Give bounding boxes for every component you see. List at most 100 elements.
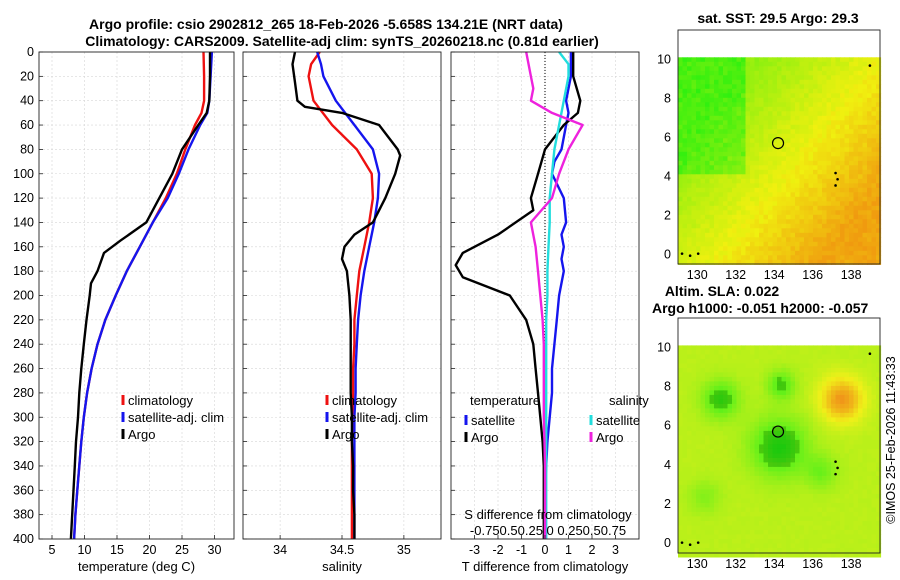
map-cell bbox=[840, 165, 846, 171]
map-cell bbox=[844, 151, 850, 157]
map-cell bbox=[718, 61, 724, 67]
map-cell bbox=[763, 124, 769, 130]
map-cell bbox=[714, 151, 720, 157]
map-cell bbox=[732, 552, 738, 558]
map-cell bbox=[709, 129, 715, 135]
map-cell bbox=[817, 507, 823, 513]
map-cell bbox=[867, 124, 873, 130]
map-cell bbox=[853, 453, 859, 459]
map-cell bbox=[687, 187, 693, 193]
map-cell bbox=[732, 138, 738, 144]
map-cell bbox=[853, 255, 859, 261]
map-cell bbox=[804, 408, 810, 414]
map-cell bbox=[691, 169, 697, 175]
map-cell bbox=[867, 250, 873, 256]
map-cell bbox=[867, 543, 873, 549]
map-cell bbox=[709, 502, 715, 508]
map-cell bbox=[795, 57, 801, 63]
map-cell bbox=[840, 444, 846, 450]
map-cell bbox=[844, 61, 850, 67]
map-cell bbox=[795, 246, 801, 252]
map-cell bbox=[705, 241, 711, 247]
map-cell bbox=[768, 538, 774, 544]
map-cell bbox=[790, 205, 796, 211]
map-cell bbox=[700, 475, 706, 481]
map-cell bbox=[763, 345, 769, 351]
map-cell bbox=[691, 516, 697, 522]
map-cell bbox=[853, 75, 859, 81]
map-cell bbox=[858, 448, 864, 454]
map-cell bbox=[876, 547, 882, 553]
map-cell bbox=[813, 412, 819, 418]
map-cell bbox=[871, 129, 877, 135]
map-cell bbox=[768, 426, 774, 432]
map-cell bbox=[691, 75, 697, 81]
map-cell bbox=[718, 507, 724, 513]
map-cell bbox=[736, 151, 742, 157]
map-cell bbox=[705, 516, 711, 522]
map-cell bbox=[826, 484, 832, 490]
map-cell bbox=[777, 516, 783, 522]
map-cell bbox=[696, 210, 702, 216]
map-cell bbox=[790, 358, 796, 364]
map-cell bbox=[772, 151, 778, 157]
map-cell bbox=[876, 426, 882, 432]
map-cell bbox=[736, 417, 742, 423]
map-cell bbox=[678, 201, 684, 207]
map-cell bbox=[727, 102, 733, 108]
map-cell bbox=[826, 462, 832, 468]
map-cell bbox=[700, 484, 706, 490]
map-cell bbox=[687, 525, 693, 531]
map-cell bbox=[691, 160, 697, 166]
map-cell bbox=[700, 57, 706, 63]
map-cell bbox=[844, 358, 850, 364]
map-cell bbox=[840, 97, 846, 103]
map-cell bbox=[691, 480, 697, 486]
map-cell bbox=[876, 79, 882, 85]
map-cell bbox=[799, 66, 805, 72]
map-cell bbox=[876, 493, 882, 499]
map-cell bbox=[682, 448, 688, 454]
map-cell bbox=[691, 178, 697, 184]
map-cell bbox=[763, 210, 769, 216]
map-cell bbox=[871, 192, 877, 198]
map-cell bbox=[682, 187, 688, 193]
map-cell bbox=[687, 520, 693, 526]
map-cell bbox=[840, 502, 846, 508]
map-cell bbox=[871, 232, 877, 238]
map-cell bbox=[741, 466, 747, 472]
map-cell bbox=[858, 507, 864, 513]
x-tick-label: 30 bbox=[208, 543, 222, 557]
map-cell bbox=[691, 345, 697, 351]
map-cell bbox=[700, 201, 706, 207]
map-cell bbox=[709, 349, 715, 355]
map-cell bbox=[808, 70, 814, 76]
map-cell bbox=[867, 480, 873, 486]
map-cell bbox=[853, 489, 859, 495]
map-cell bbox=[714, 349, 720, 355]
map-cell bbox=[768, 210, 774, 216]
map-cell bbox=[709, 106, 715, 112]
map-cell bbox=[727, 457, 733, 463]
map-cell bbox=[786, 106, 792, 112]
map-cell bbox=[790, 498, 796, 504]
map-cell bbox=[741, 169, 747, 175]
map-cell bbox=[871, 489, 877, 495]
map-cell bbox=[772, 93, 778, 99]
map-cell bbox=[808, 480, 814, 486]
map-cell bbox=[804, 376, 810, 382]
map-cell bbox=[696, 484, 702, 490]
map-cell bbox=[849, 489, 855, 495]
map-cell bbox=[867, 259, 873, 265]
map-cell bbox=[790, 178, 796, 184]
map-cell bbox=[840, 201, 846, 207]
map-cell bbox=[862, 102, 868, 108]
map-cell bbox=[741, 156, 747, 162]
map-cell bbox=[781, 345, 787, 351]
map-cell bbox=[714, 520, 720, 526]
map-cell bbox=[844, 66, 850, 72]
map-cell bbox=[678, 228, 684, 234]
map-cell bbox=[732, 156, 738, 162]
map-cell bbox=[727, 538, 733, 544]
map-cell bbox=[831, 367, 837, 373]
